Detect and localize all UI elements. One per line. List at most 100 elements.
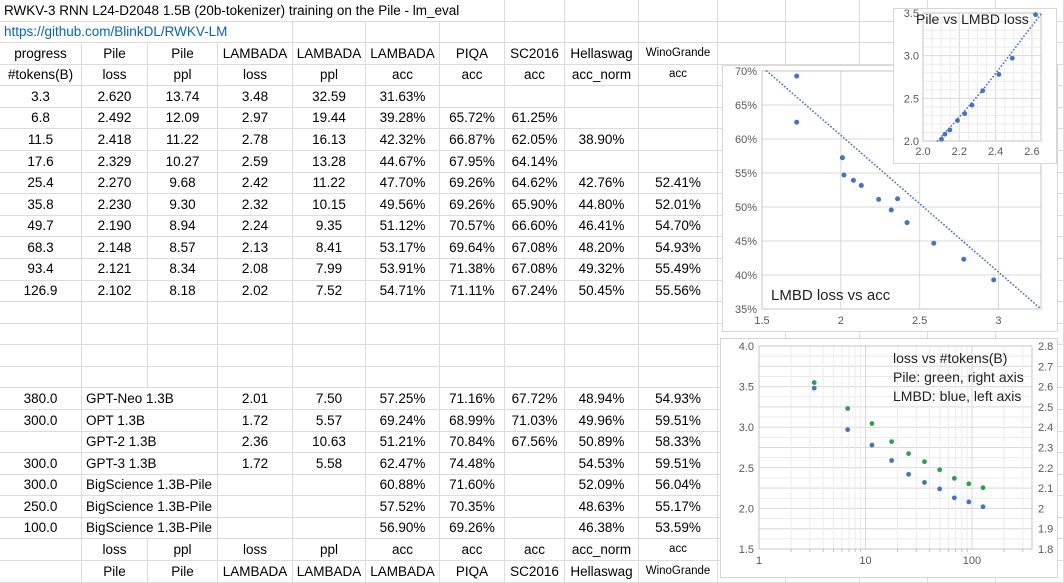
header-cell[interactable]: LAMBADA [293,43,366,65]
table-cell[interactable]: 55.17% [639,496,718,518]
footer-cell[interactable]: Pile [148,561,218,583]
table-cell[interactable]: 11.5 [0,129,82,152]
model-name-cell[interactable]: BigScience 1.3B-Pile [82,496,218,518]
table-cell[interactable]: 71.16% [440,388,505,410]
header-cell[interactable]: PIQA [440,43,505,65]
table-cell[interactable]: 13.28 [293,151,366,173]
header-cell[interactable]: loss [218,64,293,87]
table-cell[interactable]: 52.41% [639,172,718,195]
header-cell[interactable]: acc [440,64,505,87]
table-cell[interactable]: 10.63 [293,431,366,454]
table-cell[interactable]: 19.44 [293,107,366,130]
table-cell[interactable]: 56.90% [366,517,440,540]
table-cell[interactable] [218,474,293,497]
table-cell[interactable]: 74.48% [440,453,505,475]
table-cell[interactable]: 39.28% [366,107,440,130]
table-cell[interactable]: 71.11% [440,280,505,303]
table-cell[interactable] [505,474,565,497]
footer-cell[interactable]: loss [82,539,148,562]
model-name-cell[interactable]: OPT 1.3B [82,409,218,432]
table-cell[interactable] [218,517,293,540]
table-cell[interactable]: 64.62% [505,172,565,195]
table-cell[interactable]: 58.33% [639,431,718,454]
table-cell[interactable] [639,129,718,152]
header-cell[interactable]: ppl [293,64,366,87]
table-cell[interactable]: 59.51% [639,453,718,475]
footer-cell[interactable]: loss [218,539,293,562]
table-cell[interactable]: 380.0 [0,388,82,410]
table-cell[interactable]: 2.97 [218,107,293,130]
table-cell[interactable]: 8.41 [293,237,366,259]
table-cell[interactable]: 2.02 [218,280,293,303]
header-cell[interactable]: progress [0,43,82,65]
cell-empty[interactable] [505,323,565,346]
table-cell[interactable]: 7.99 [293,258,366,281]
cell-empty[interactable] [293,366,366,389]
cell-empty[interactable] [639,366,718,389]
header-cell[interactable]: Pile [82,43,148,65]
table-cell[interactable]: 44.67% [366,151,440,173]
table-cell[interactable]: 69.64% [440,237,505,259]
table-cell[interactable]: 2.418 [82,129,148,152]
table-cell[interactable] [218,496,293,518]
cell-empty[interactable] [82,366,148,389]
table-cell[interactable]: 66.87% [440,129,505,152]
table-cell[interactable]: 2.270 [82,172,148,195]
table-cell[interactable]: 57.52% [366,496,440,518]
table-cell[interactable]: 2.78 [218,129,293,152]
table-cell[interactable]: 54.53% [565,453,639,475]
table-cell[interactable]: 35.8 [0,194,82,216]
table-cell[interactable]: 2.492 [82,107,148,130]
table-cell[interactable]: 65.72% [440,107,505,130]
cell-empty[interactable] [366,323,440,346]
table-cell[interactable]: 9.30 [148,194,218,216]
model-name-cell[interactable]: GPT-2 1.3B [82,431,218,454]
table-cell[interactable]: 54.93% [639,388,718,410]
header-cell[interactable]: SC2016 [505,43,565,65]
table-cell[interactable]: 126.9 [0,280,82,303]
table-cell[interactable]: 11.22 [293,172,366,195]
table-cell[interactable]: 2.32 [218,194,293,216]
footer-cell[interactable]: PIQA [440,561,505,583]
table-cell[interactable]: 2.13 [218,237,293,259]
table-cell[interactable]: 48.20% [565,237,639,259]
table-cell[interactable]: 68.3 [0,237,82,259]
cell-empty[interactable] [218,323,293,346]
table-cell[interactable]: 5.58 [293,453,366,475]
table-cell[interactable] [639,86,718,108]
table-cell[interactable]: 68.99% [440,409,505,432]
footer-cell[interactable]: ppl [293,539,366,562]
cell-empty[interactable] [82,345,148,367]
table-cell[interactable]: 100.0 [0,517,82,540]
cell-empty[interactable] [82,323,148,346]
table-cell[interactable]: 69.24% [366,409,440,432]
header-cell[interactable]: acc [366,64,440,87]
table-cell[interactable] [293,496,366,518]
table-cell[interactable]: 1.72 [218,453,293,475]
table-cell[interactable]: 67.95% [440,151,505,173]
table-cell[interactable]: 8.57 [148,237,218,259]
cell-empty[interactable] [0,323,82,346]
table-cell[interactable]: 47.70% [366,172,440,195]
table-cell[interactable]: 62.47% [366,453,440,475]
table-cell[interactable]: 50.89% [565,431,639,454]
table-cell[interactable]: 71.38% [440,258,505,281]
header-cell[interactable]: Pile [148,43,218,65]
table-cell[interactable]: 70.35% [440,496,505,518]
table-cell[interactable]: 6.8 [0,107,82,130]
table-cell[interactable]: 53.91% [366,258,440,281]
cell-empty[interactable] [718,43,786,65]
cell-empty[interactable] [366,366,440,389]
table-cell[interactable]: 5.57 [293,409,366,432]
footer-cell[interactable]: acc_norm [565,539,639,562]
table-cell[interactable] [639,151,718,173]
table-cell[interactable]: 13.74 [148,86,218,108]
table-cell[interactable]: 49.56% [366,194,440,216]
cell-empty[interactable] [0,302,82,324]
table-cell[interactable]: 16.13 [293,129,366,152]
table-cell[interactable]: 25.4 [0,172,82,195]
cell-empty[interactable] [218,302,293,324]
cell-empty[interactable] [293,21,366,44]
table-cell[interactable]: 48.94% [565,388,639,410]
table-cell[interactable]: 12.09 [148,107,218,130]
